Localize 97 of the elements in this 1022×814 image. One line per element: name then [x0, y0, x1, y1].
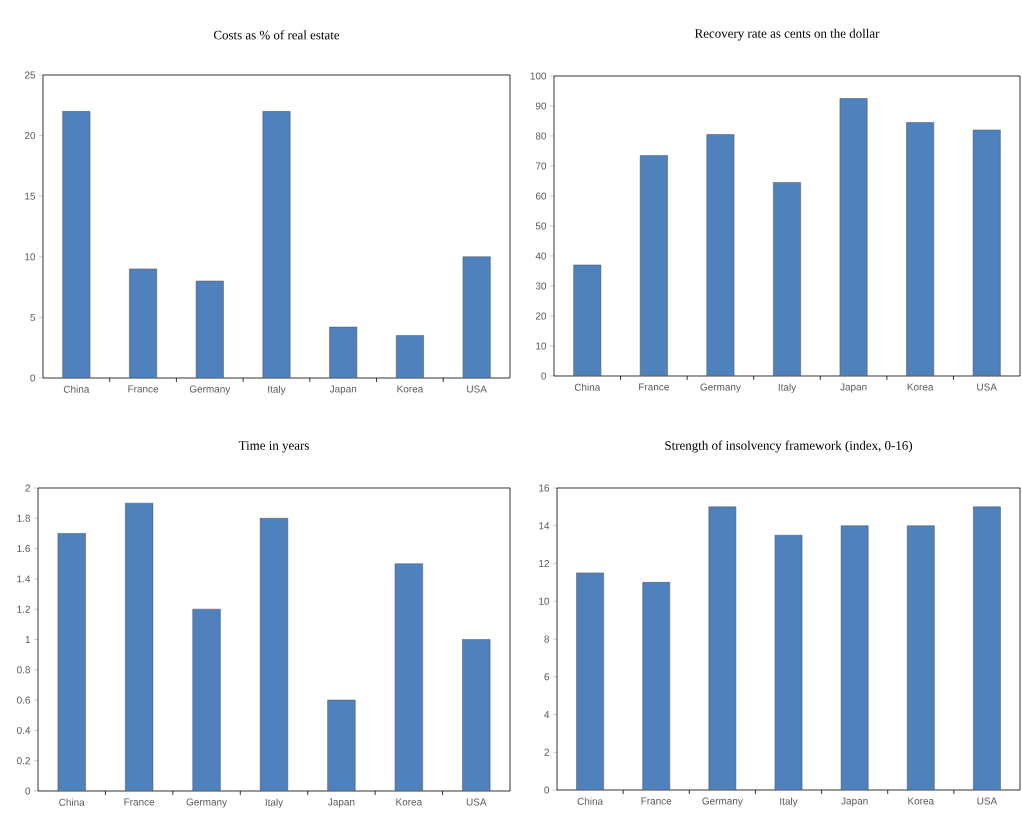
y-tick-label: 2 — [25, 484, 30, 492]
x-tick-label: France — [124, 798, 155, 806]
x-tick-label: Germany — [186, 798, 228, 808]
chart-title: Recovery rate as cents on the dollar — [694, 28, 880, 41]
y-tick-label: 10 — [536, 342, 547, 350]
chart-title: Time in years — [238, 441, 309, 453]
x-tick-label: USA — [467, 385, 487, 393]
x-tick-label: Germany — [702, 797, 743, 807]
x-tick-label: USA — [977, 383, 997, 391]
bar — [906, 525, 935, 790]
x-tick-label: Korea — [907, 383, 934, 391]
y-tick-label: 5 — [30, 313, 36, 321]
bar — [394, 563, 423, 791]
y-tick-label: 1.6 — [17, 545, 31, 553]
bar — [642, 582, 671, 790]
bar — [192, 608, 221, 791]
x-tick-label: Italy — [780, 797, 798, 807]
y-tick-label: 0.2 — [17, 757, 30, 765]
x-tick-label: China — [574, 383, 601, 391]
bar — [839, 98, 868, 376]
x-tick-label: Italy — [778, 383, 797, 393]
bar — [327, 699, 356, 791]
y-tick-label: 30 — [535, 282, 547, 290]
x-tick-label: Germany — [189, 385, 231, 395]
bar — [708, 506, 737, 790]
y-tick-label: 40 — [535, 252, 547, 260]
y-tick-label: 60 — [535, 192, 547, 200]
x-tick-label: Japan — [328, 798, 355, 808]
x-tick-label: France — [639, 383, 669, 391]
y-tick-label: 0 — [541, 372, 547, 380]
bar — [129, 268, 157, 378]
x-tick-label: Germany — [700, 383, 741, 393]
bar — [706, 134, 735, 376]
x-tick-label: Japan — [841, 797, 868, 807]
y-tick-label: 1 — [25, 636, 30, 643]
y-tick-label: 10 — [25, 253, 36, 261]
bar — [840, 525, 869, 790]
y-tick-label: 0 — [30, 374, 36, 382]
y-tick-label: 20 — [24, 132, 36, 140]
bar — [774, 534, 803, 790]
x-tick-label: Italy — [268, 385, 286, 395]
y-tick-label: 0 — [25, 787, 31, 795]
y-tick-label: 0.8 — [17, 666, 31, 674]
x-tick-label: France — [128, 385, 159, 393]
x-tick-label: Korea — [397, 385, 424, 393]
bar — [639, 155, 668, 376]
chart-title: Strength of insolvency framework (index, 0-16) — [665, 440, 913, 453]
y-tick-label: 10 — [539, 597, 550, 605]
bar — [396, 335, 424, 378]
y-tick-label: 1.8 — [17, 514, 31, 522]
y-tick-label: 70 — [535, 162, 547, 170]
bar — [462, 256, 491, 378]
bar — [906, 122, 935, 376]
y-tick-label: 50 — [535, 222, 547, 230]
y-tick-label: 16 — [539, 484, 550, 492]
x-tick-label: China — [577, 797, 604, 805]
x-tick-label: France — [641, 797, 672, 805]
x-tick-label: Korea — [908, 797, 935, 805]
y-tick-label: 90 — [535, 102, 547, 110]
y-tick-label: 0.6 — [17, 696, 31, 704]
y-tick-label: 6 — [544, 673, 550, 681]
bar — [329, 326, 358, 378]
x-tick-label: Italy — [265, 798, 284, 808]
bar — [573, 264, 602, 376]
y-tick-label: 1.2 — [17, 605, 30, 613]
bar — [259, 518, 289, 791]
y-tick-label: 12 — [539, 560, 549, 567]
bar — [62, 111, 91, 378]
y-tick-label: 8 — [544, 635, 550, 643]
y-tick-label: 1.4 — [17, 575, 31, 583]
x-tick-label: China — [63, 385, 90, 393]
y-tick-label: 0 — [544, 786, 550, 794]
x-tick-label: Japan — [329, 385, 357, 395]
bar — [773, 182, 801, 376]
y-tick-label: 2 — [544, 748, 549, 756]
x-tick-label: Korea — [396, 798, 423, 806]
chart-title: Costs as % of real estate — [213, 30, 340, 40]
y-tick-label: 4 — [544, 711, 550, 718]
y-tick-label: 15 — [25, 192, 36, 200]
bar — [973, 506, 1001, 790]
bar — [576, 572, 604, 790]
bar — [57, 533, 86, 791]
x-tick-label: USA — [466, 798, 487, 806]
x-tick-label: USA — [977, 797, 998, 805]
y-tick-label: 20 — [535, 312, 547, 320]
bar — [972, 129, 1001, 376]
x-tick-label: China — [59, 798, 85, 806]
bar — [195, 280, 224, 378]
y-tick-label: 0.4 — [17, 726, 31, 734]
bar — [462, 639, 491, 791]
bar — [262, 111, 291, 378]
y-tick-label: 100 — [530, 72, 547, 80]
bar — [125, 502, 154, 791]
y-tick-label: 25 — [24, 71, 36, 79]
x-tick-label: Japan — [840, 383, 867, 393]
y-tick-label: 80 — [535, 132, 547, 140]
y-tick-label: 14 — [539, 522, 550, 530]
